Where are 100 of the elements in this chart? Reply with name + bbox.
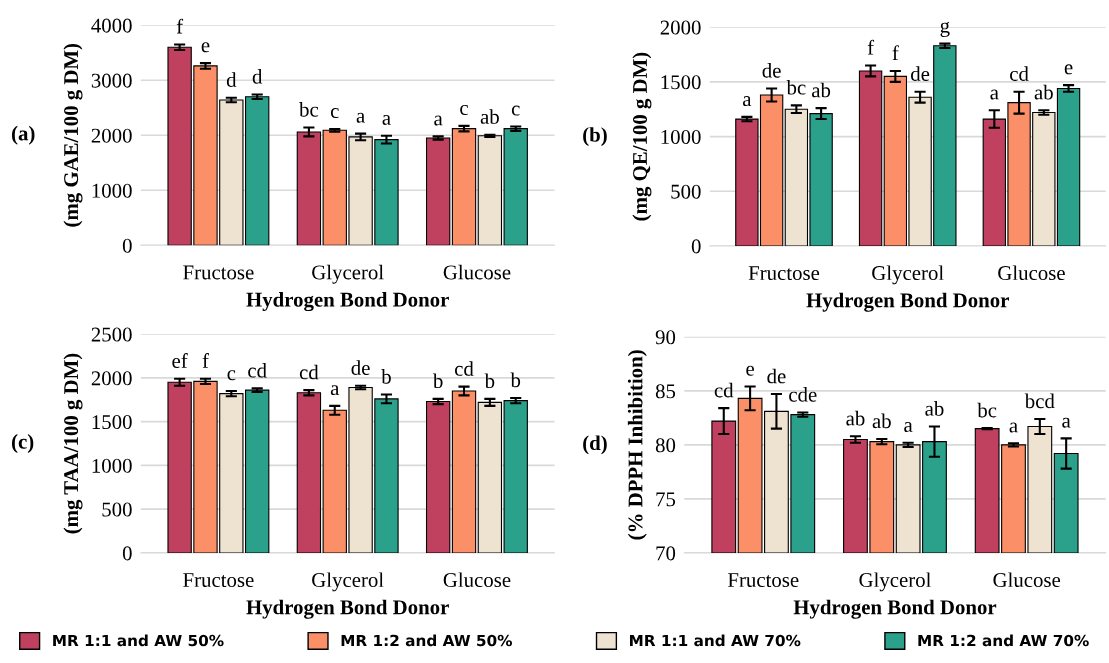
y-tick-label: 2000 [660, 20, 701, 35]
bar [451, 128, 477, 246]
y-tick-label: 500 [102, 502, 132, 517]
y-tick-label: 80 [655, 438, 676, 453]
y-tick-label: 70 [656, 546, 676, 561]
bar [425, 400, 451, 553]
data-label: a [904, 422, 913, 432]
data-label: cd [1010, 66, 1029, 81]
data-label: bc [786, 79, 806, 95]
data-label: cde [789, 387, 817, 402]
x-tick-label: Fructose [183, 265, 254, 280]
data-label: ab [846, 410, 865, 426]
text: (d) [583, 435, 607, 455]
data-label: a [990, 89, 999, 100]
x-axis-title: Hydrogen Bond Donor [793, 599, 997, 619]
data-label: c [460, 105, 468, 116]
data-label: c [511, 105, 520, 116]
data-label: b [510, 372, 521, 388]
x-tick-label: Glucose [993, 572, 1061, 588]
data-label: ab [812, 82, 831, 98]
data-label: a [382, 114, 391, 125]
y-axis-title: (mg GAE/100 g DM) [63, 43, 83, 227]
data-label: c [227, 370, 236, 381]
x-tick-label: Fructose [727, 573, 799, 588]
legend-label: MR 1:1 and AW 50% [53, 634, 224, 647]
data-label: de [351, 360, 370, 375]
data-label: e [1064, 64, 1073, 75]
data-label: e [746, 365, 754, 376]
text: (a) [12, 125, 35, 145]
y-tick-label: 0 [691, 239, 701, 254]
y-axis-title: (% DPPH Inhibition) [627, 350, 647, 540]
y-tick-label: 2000 [91, 371, 132, 386]
x-axis-title: Hydrogen Bond Donor [246, 599, 449, 619]
y-tick-label: 1500 [661, 75, 701, 90]
data-label: ab [1034, 84, 1053, 100]
data-label: bcd [1024, 393, 1055, 409]
y-tick-label: 4000 [91, 18, 132, 33]
y-axis-title: (mg TAA/100 g DM) [63, 353, 83, 534]
data-label: g [940, 21, 950, 38]
data-label: cd [714, 382, 734, 398]
data-label: f [202, 353, 209, 368]
bar [451, 390, 477, 553]
data-label: ab [480, 109, 499, 124]
text: (b) [583, 127, 607, 147]
x-tick-label: Glycerol [859, 572, 931, 592]
data-label: f [176, 18, 184, 34]
data-label: f [892, 45, 899, 60]
y-tick-label: 75 [656, 492, 676, 507]
data-label: a [356, 112, 365, 123]
y-tick-label: 90 [655, 330, 676, 345]
y-tick-label: 1500 [92, 415, 132, 430]
x-tick-label: Glycerol [872, 265, 944, 285]
data-label: a [434, 115, 443, 126]
data-label: a [330, 385, 340, 396]
data-label: e [201, 42, 210, 53]
x-tick-label: Glucose [998, 265, 1065, 281]
data-label: a [1009, 422, 1018, 433]
x-axis-title: Hydrogen Bond Donor [246, 292, 449, 312]
bar [425, 137, 451, 246]
data-label: de [911, 66, 930, 81]
data-label: f [867, 39, 875, 55]
y-tick-label: 1000 [661, 129, 701, 145]
y-tick-label: 500 [671, 184, 701, 199]
data-label: ef [172, 353, 188, 368]
data-label: b [381, 369, 391, 384]
legend-label: MR 1:1 and AW 70% [630, 634, 801, 647]
data-label: a [742, 96, 752, 107]
x-tick-label: Glucose [443, 264, 511, 280]
x-tick-label: Glycerol [312, 264, 384, 284]
y-tick-label: 1000 [92, 183, 132, 198]
x-tick-label: Fructose [748, 266, 820, 281]
legend-label: MR 1:2 and AW 70% [918, 634, 1089, 647]
y-tick-label: 2000 [91, 128, 132, 143]
x-axis-title: Hydrogen Bond Donor [806, 292, 1009, 312]
x-tick-label: Glycerol [312, 572, 384, 592]
y-axis-title: (mg QE/100 g DM) [632, 52, 652, 221]
data-label: b [432, 373, 443, 389]
y-tick-label: 2500 [91, 327, 132, 342]
data-label: bc [977, 402, 997, 418]
bar [858, 70, 883, 246]
data-label: d [252, 69, 263, 84]
x-tick-label: Fructose [183, 573, 254, 588]
data-label: a [1062, 417, 1071, 428]
data-label: cd [454, 361, 474, 376]
data-label: c [330, 108, 339, 119]
data-label: d [226, 72, 237, 87]
data-label: de [762, 62, 781, 78]
x-tick-label: Glucose [443, 572, 511, 588]
legend-label: MR 1:2 and AW 50% [341, 634, 512, 647]
data-label: ab [925, 401, 944, 416]
data-label: bc [299, 102, 319, 117]
text: (c) [12, 434, 34, 453]
y-tick-label: 85 [655, 384, 676, 399]
y-tick-label: 0 [122, 546, 132, 561]
data-label: de [767, 368, 786, 384]
data-label: b [484, 373, 495, 389]
y-tick-label: 0 [122, 238, 132, 253]
y-tick-label: 1000 [92, 458, 132, 473]
data-label: cd [299, 364, 319, 380]
y-tick-label: 3000 [91, 73, 132, 88]
